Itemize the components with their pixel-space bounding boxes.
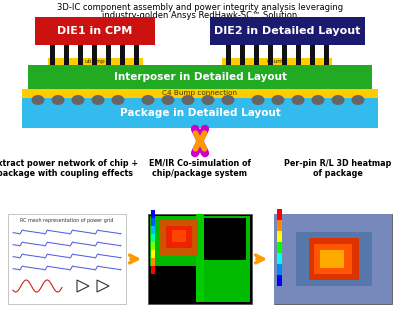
Bar bbox=[28, 65, 372, 89]
Bar bbox=[324, 45, 328, 65]
Bar bbox=[277, 220, 282, 231]
Ellipse shape bbox=[182, 95, 194, 105]
Ellipse shape bbox=[332, 95, 344, 105]
Ellipse shape bbox=[272, 95, 284, 105]
Bar bbox=[151, 226, 155, 234]
Bar bbox=[106, 45, 110, 65]
Ellipse shape bbox=[352, 95, 364, 105]
Bar bbox=[196, 214, 204, 302]
Bar bbox=[277, 275, 282, 286]
Bar bbox=[268, 45, 272, 65]
Text: ubump: ubump bbox=[85, 59, 105, 64]
Bar bbox=[274, 214, 392, 304]
Bar bbox=[148, 214, 252, 304]
Bar bbox=[277, 242, 282, 253]
Bar bbox=[166, 226, 192, 248]
Bar bbox=[134, 45, 138, 65]
Bar bbox=[277, 253, 282, 264]
Bar bbox=[200, 218, 246, 260]
Text: EM/IR Co-simulation of
chip/package system: EM/IR Co-simulation of chip/package syst… bbox=[149, 159, 251, 178]
Bar bbox=[277, 231, 282, 242]
Bar bbox=[277, 209, 282, 220]
Ellipse shape bbox=[312, 95, 324, 105]
Bar bbox=[310, 45, 314, 65]
Ellipse shape bbox=[222, 95, 234, 105]
Bar bbox=[277, 264, 282, 275]
Bar bbox=[309, 238, 359, 280]
Text: industry-golden Ansys RedHawk-SC™ Solution: industry-golden Ansys RedHawk-SC™ Soluti… bbox=[102, 11, 298, 20]
Text: Package in Detailed Layout: Package in Detailed Layout bbox=[120, 108, 280, 118]
Bar bbox=[210, 17, 365, 45]
Bar bbox=[254, 45, 258, 65]
Bar bbox=[226, 45, 230, 65]
Bar bbox=[282, 45, 286, 65]
Text: Extract power network of chip +
package with coupling effects: Extract power network of chip + package … bbox=[0, 159, 138, 178]
Bar bbox=[296, 232, 372, 286]
Bar bbox=[151, 250, 155, 258]
Bar bbox=[22, 89, 378, 98]
Text: 3D-IC component assembly and power integrity analysis leveraging: 3D-IC component assembly and power integ… bbox=[57, 3, 343, 12]
Bar bbox=[151, 258, 155, 266]
Bar bbox=[35, 17, 155, 45]
Bar bbox=[320, 250, 344, 268]
Bar bbox=[240, 45, 244, 65]
Bar bbox=[92, 45, 96, 65]
Ellipse shape bbox=[292, 95, 304, 105]
Ellipse shape bbox=[32, 95, 44, 105]
Bar bbox=[151, 234, 155, 242]
Bar bbox=[222, 58, 332, 65]
Bar bbox=[78, 45, 82, 65]
Bar bbox=[48, 58, 143, 65]
Text: DIE2 in Detailed Layout: DIE2 in Detailed Layout bbox=[214, 26, 361, 36]
Ellipse shape bbox=[112, 95, 124, 105]
Ellipse shape bbox=[72, 95, 84, 105]
Bar bbox=[150, 266, 196, 302]
Bar bbox=[50, 45, 54, 65]
Bar bbox=[151, 218, 155, 226]
Ellipse shape bbox=[162, 95, 174, 105]
Bar bbox=[172, 230, 186, 242]
Bar bbox=[22, 98, 378, 128]
Text: Per-pin R/L 3D heatmap
of package: Per-pin R/L 3D heatmap of package bbox=[284, 159, 392, 178]
Bar bbox=[296, 45, 300, 65]
Text: C4 Bump connection: C4 Bump connection bbox=[162, 90, 238, 96]
Text: DIE1 in CPM: DIE1 in CPM bbox=[57, 26, 133, 36]
Text: ubump: ubump bbox=[267, 59, 287, 64]
Bar bbox=[64, 45, 68, 65]
Ellipse shape bbox=[252, 95, 264, 105]
Bar bbox=[120, 45, 124, 65]
Ellipse shape bbox=[52, 95, 64, 105]
Ellipse shape bbox=[142, 95, 154, 105]
Text: Interposer in Detailed Layout: Interposer in Detailed Layout bbox=[114, 72, 286, 82]
Bar bbox=[151, 242, 155, 250]
Bar bbox=[160, 220, 198, 256]
Text: RC mesh representation of power grid: RC mesh representation of power grid bbox=[20, 218, 114, 223]
Ellipse shape bbox=[202, 95, 214, 105]
Bar bbox=[151, 210, 155, 218]
Bar bbox=[151, 266, 155, 274]
Ellipse shape bbox=[92, 95, 104, 105]
Bar bbox=[314, 244, 352, 274]
Bar bbox=[150, 216, 250, 302]
Bar bbox=[274, 214, 392, 304]
Bar bbox=[8, 214, 126, 304]
